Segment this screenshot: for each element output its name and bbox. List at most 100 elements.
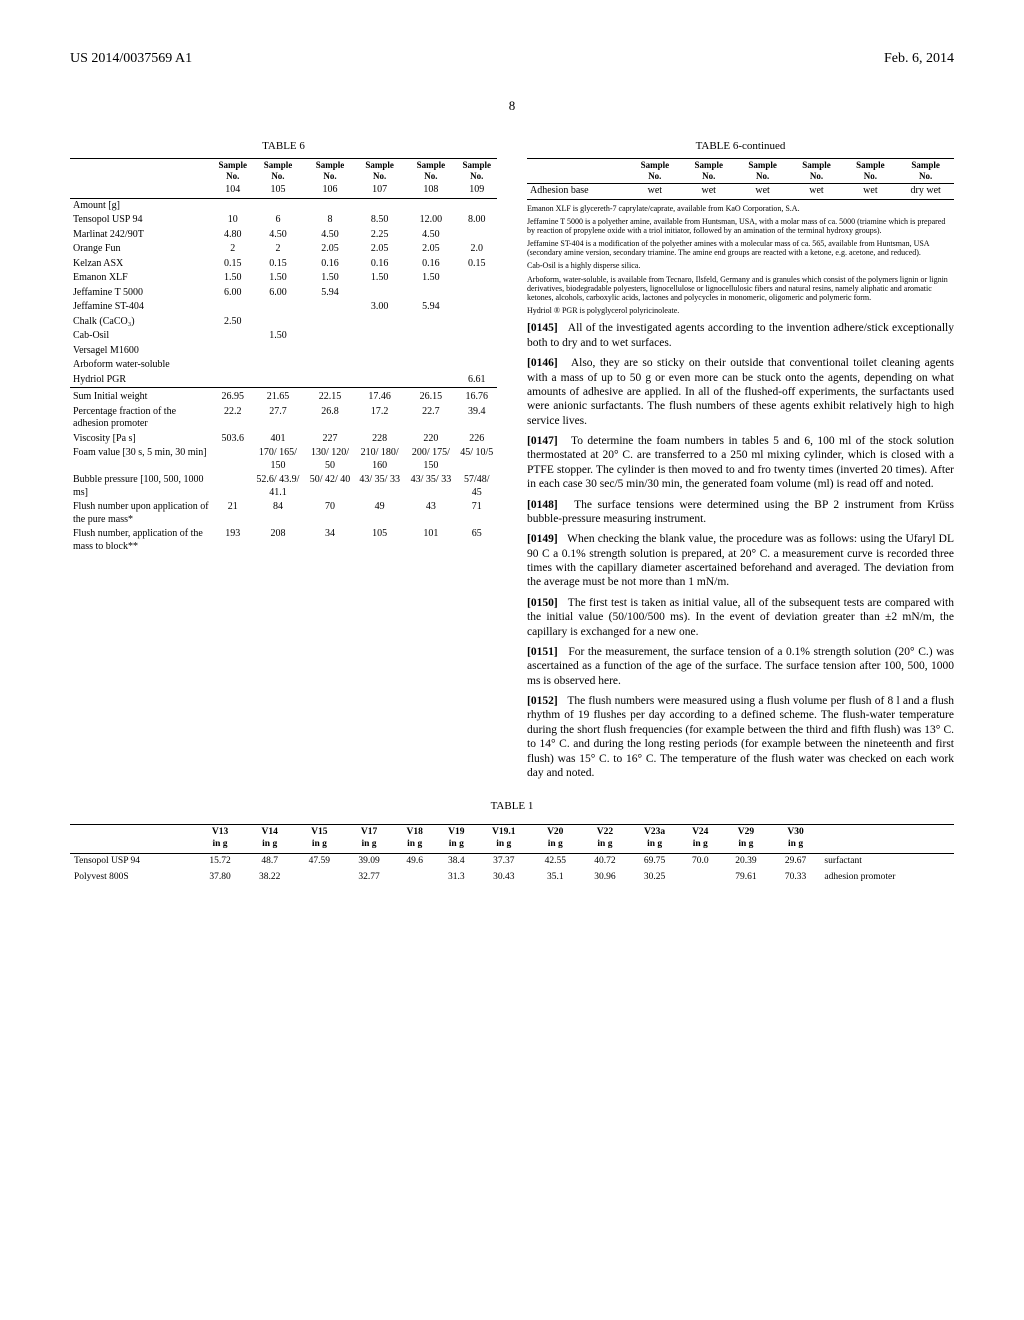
cell [405,358,456,373]
col-hdr: V22in g [580,825,630,854]
cell [405,198,456,213]
cell [250,198,306,213]
row-label: Orange Fun [70,242,215,257]
col-hdr: V23ain g [630,825,680,854]
cell: 208 [250,527,306,554]
cell: 2.25 [354,228,405,243]
table6: SampleNo. SampleNo. SampleNo. SampleNo. … [70,158,497,555]
sample-id: 105 [250,183,306,198]
cell: 8 [306,213,354,228]
footnote: Hydriol ® PGR is polyglycerol polyricino… [527,306,954,315]
cell: 5.94 [306,286,354,301]
col-hdr: V29in g [721,825,771,854]
cell [457,329,497,344]
cell: 70.0 [679,853,721,869]
footnote: Emanon XLF is glycereth-7 caprylate/capr… [527,204,954,213]
footnote: Arboform, water-soluble, is available fr… [527,275,954,303]
cell: 226 [457,432,497,447]
cell: 227 [306,432,354,447]
cell [457,300,497,315]
cell: 0.15 [457,257,497,272]
cell [457,358,497,373]
cell [457,271,497,286]
cell: 16.76 [457,388,497,405]
cell: 15.72 [195,853,245,869]
cell [679,870,721,886]
row-label: Jeffamine T 5000 [70,286,215,301]
cell: 2 [250,242,306,257]
cell: 4.50 [306,228,354,243]
right-column: TABLE 6-continued SampleNo. SampleNo. Sa… [527,134,954,787]
paragraph: [0152] The flush numbers were measured u… [527,694,954,780]
paragraph: [0145] All of the investigated agents ac… [527,321,954,350]
para-number: [0151] [527,646,558,658]
row-label: Polyvest 800S [70,870,195,886]
cell [215,358,250,373]
cell: 84 [250,500,306,527]
paragraph: [0148] The surface tensions were determi… [527,498,954,527]
cell: 31.3 [436,870,478,886]
cell: 6.61 [457,373,497,388]
cell: 105 [354,527,405,554]
cell: 1.50 [250,329,306,344]
row-label: Jeffamine ST-404 [70,300,215,315]
para-text: The flush numbers were measured using a … [527,695,954,779]
sample-id: 107 [354,183,405,198]
cell: 1.50 [215,271,250,286]
cell: 22.7 [405,405,456,432]
para-number: [0149] [527,533,558,545]
cell: dry wet [897,184,954,200]
cell: 0.16 [405,257,456,272]
cell [306,198,354,213]
para-text: All of the investigated agents according… [527,322,954,348]
cell [215,446,250,473]
cell [405,315,456,330]
cell [306,344,354,359]
cell: 4.50 [405,228,456,243]
patent-number: US 2014/0037569 A1 [70,50,192,68]
row-label: Adhesion base [527,184,628,200]
cell: 4.80 [215,228,250,243]
cell: 2.05 [306,242,354,257]
cell [354,286,405,301]
cell: 38.22 [245,870,295,886]
page-header: US 2014/0037569 A1 Feb. 6, 2014 [70,50,954,68]
cell: wet [736,184,790,200]
para-number: [0145] [527,322,558,334]
col-hdr: V18in g [394,825,436,854]
row-label: Versagel M1600 [70,344,215,359]
sample-id: 104 [215,183,250,198]
cell [215,198,250,213]
cell: 0.16 [354,257,405,272]
cell: 38.4 [436,853,478,869]
footnote: Jeffamine ST-404 is a modification of th… [527,239,954,257]
col-hdr-top: Sample [218,160,247,170]
sample-id: 108 [405,183,456,198]
cell: 50/ 42/ 40 [306,473,354,500]
cell: 69.75 [630,853,680,869]
cell: 2.05 [405,242,456,257]
col-hdr: V19.1in g [477,825,530,854]
cell: 193 [215,527,250,554]
cell: 2 [215,242,250,257]
cell: 12.00 [405,213,456,228]
paragraph: [0147] To determine the foam numbers in … [527,434,954,492]
row-label: Amount [g] [70,198,215,213]
cell: 17.2 [354,405,405,432]
row-label: Tensopol USP 94 [70,213,215,228]
cell: 22.15 [306,388,354,405]
cell: 49 [354,500,405,527]
cell: 34 [306,527,354,554]
cell: 30.25 [630,870,680,886]
cell: 8.50 [354,213,405,228]
cell: 1.50 [306,271,354,286]
cell: 1.50 [250,271,306,286]
cell: 401 [250,432,306,447]
cell: 29.67 [771,853,821,869]
para-text: When checking the blank value, the proce… [527,533,954,588]
page-number: 8 [70,98,954,114]
col-hdr: V30in g [771,825,821,854]
cell: 45/ 10/5 [457,446,497,473]
row-note: surfactant [820,853,954,869]
row-label: Hydriol PGR [70,373,215,388]
